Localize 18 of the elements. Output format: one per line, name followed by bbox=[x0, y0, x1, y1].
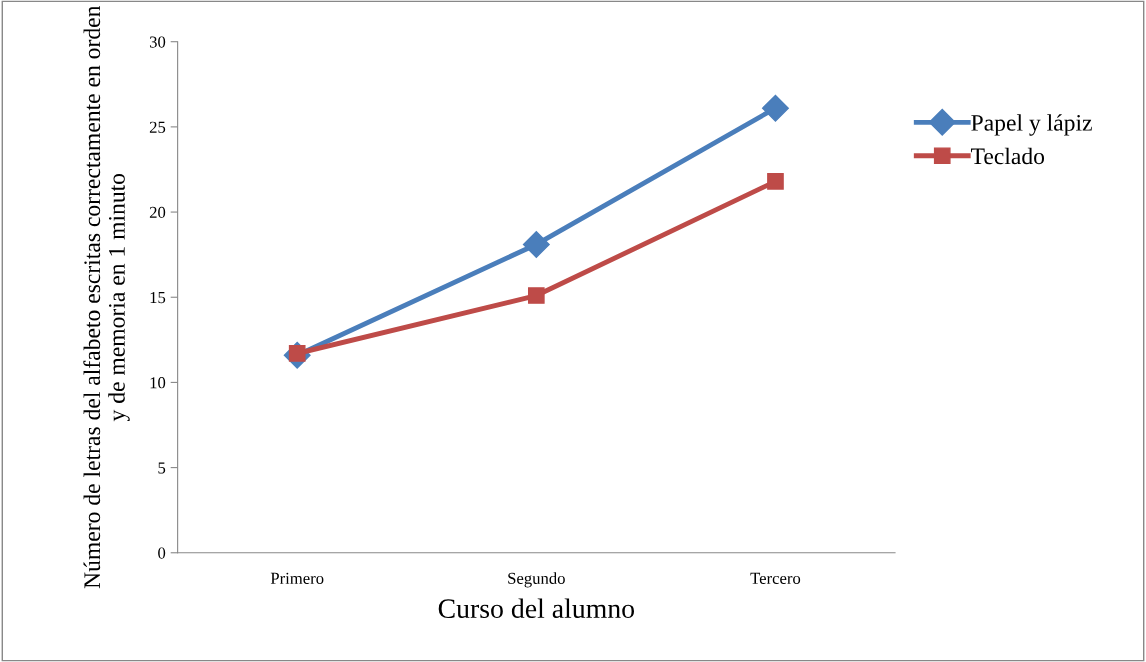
y-tick-label: 15 bbox=[150, 292, 166, 304]
legend-label: Papel y lápiz bbox=[971, 114, 1092, 136]
point bbox=[761, 94, 789, 122]
y-tick-label: 20 bbox=[149, 206, 166, 219]
y-tick-label: 25 bbox=[149, 121, 166, 133]
x-tick-label: Tercero bbox=[750, 572, 801, 584]
y-tick-label: 10 bbox=[150, 377, 166, 389]
y-tick-label: 30 bbox=[149, 36, 166, 48]
point bbox=[527, 287, 545, 304]
y-tick-label: 0 bbox=[158, 547, 166, 559]
x-tick-label: Primero bbox=[270, 572, 324, 584]
y-axis-title: Número de letras del alfabeto escritas correctamente en orden y de memoria en 1 minuto bbox=[83, 5, 130, 589]
legend-label: Teclado bbox=[971, 147, 1045, 165]
y-tick-label: 5 bbox=[158, 462, 166, 474]
x-axis-title: Curso del alumno bbox=[438, 598, 635, 619]
x-tick-label: Segundo bbox=[508, 572, 565, 588]
point bbox=[767, 173, 784, 190]
point bbox=[522, 230, 550, 258]
